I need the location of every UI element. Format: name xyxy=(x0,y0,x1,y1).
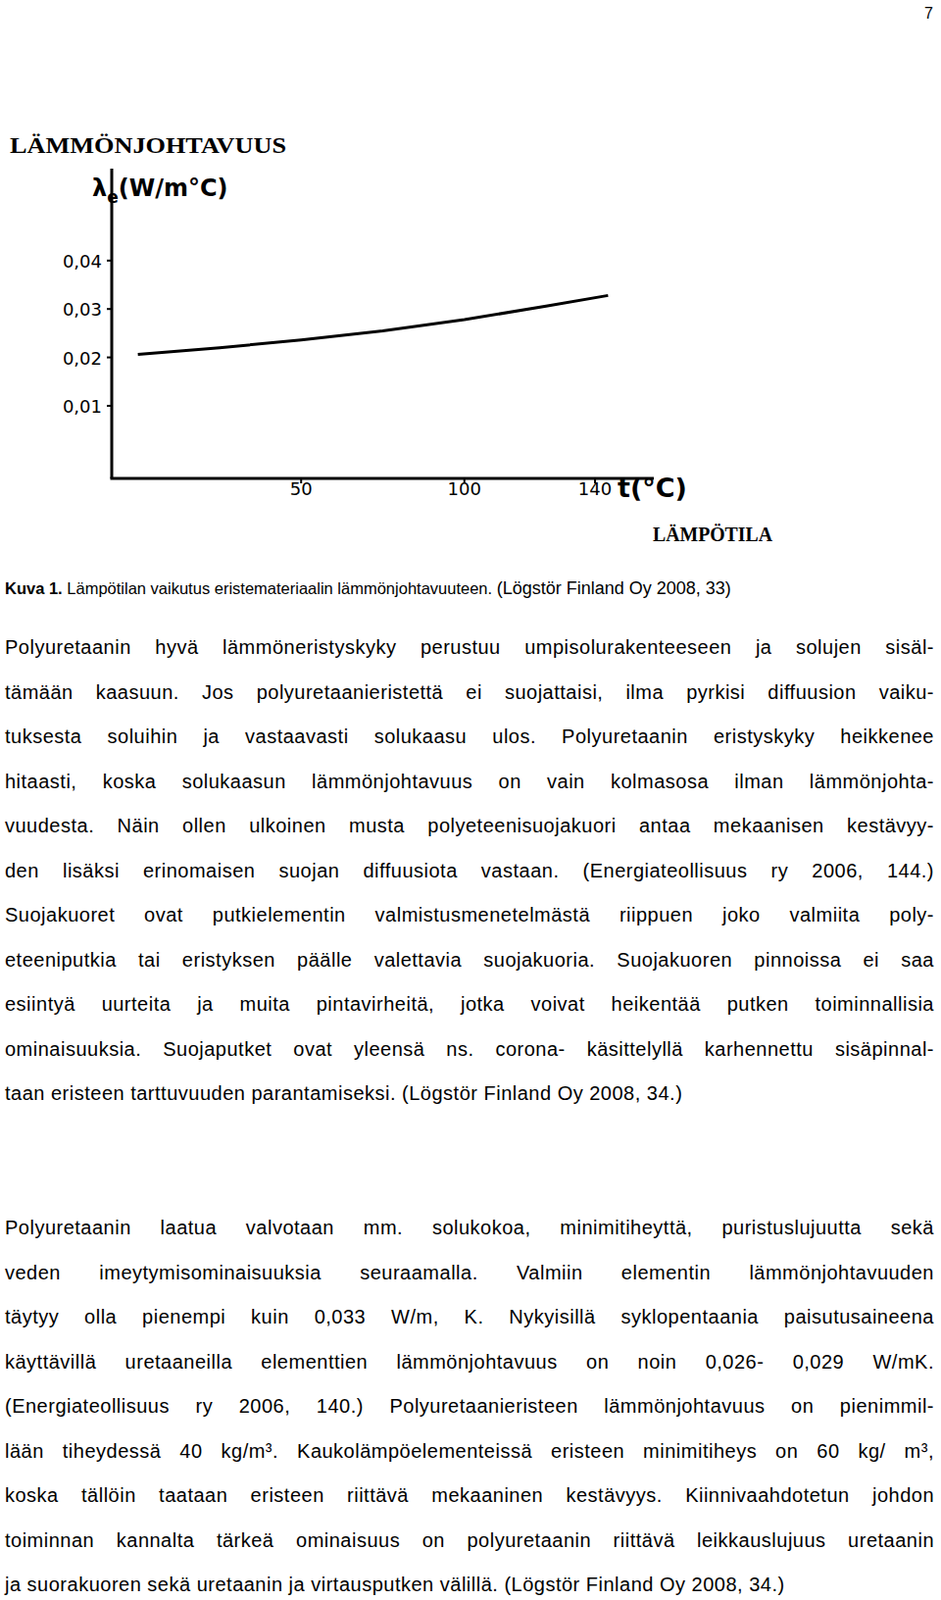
body-text-line: hitaasti, koska solukaasun lämmönjohtavu… xyxy=(4,771,935,792)
y-tick xyxy=(106,307,112,310)
body-text-line: taan eristeen tarttuvuuden parantamiseks… xyxy=(4,1083,935,1103)
x-axis-line xyxy=(110,477,655,481)
y-axis-label-part: (W/m°C) xyxy=(118,174,229,202)
y-tick xyxy=(106,404,112,407)
body-text-line: koska tällöin taataan eristeen riittävä … xyxy=(4,1485,935,1505)
body-text-line: käyttävillä uretaaneilla elementtien läm… xyxy=(4,1351,935,1372)
body-text-line: (Energiateollisuus ry 2006, 140.) Polyur… xyxy=(4,1395,935,1416)
body-text-line: Polyuretaanin hyvä lämmöneristyskyky per… xyxy=(4,637,935,657)
x-tick-label: 100 xyxy=(447,478,482,499)
caption-label: Kuva 1. xyxy=(4,579,63,597)
body-text-line: täytyy olla pienempi kuin 0,033 W/m, K. … xyxy=(4,1306,935,1327)
figure-caption: Kuva 1. Lämpötilan vaikutus eristemateri… xyxy=(4,580,732,597)
chart: LÄMMÖNJOHTAVUUSλe(W/m°C)0,010,020,030,04… xyxy=(0,0,941,569)
y-axis-label-part: λ xyxy=(92,174,107,202)
caption-text: Lämpötilan vaikutus eristemateriaalin lä… xyxy=(66,579,493,597)
x-tick-label: 140 xyxy=(578,478,612,499)
body-text-line: Polyuretaanin laatua valvotaan mm. soluk… xyxy=(4,1217,935,1238)
plot-area xyxy=(138,295,609,354)
caption-source: (Lögstör Finland Oy 2008, 33) xyxy=(496,578,732,598)
body-text-line: ja suorakuoren sekä uretaanin ja virtaus… xyxy=(4,1574,935,1594)
body-text-line: Suojakuoret ovat putkielementin valmistu… xyxy=(4,904,935,925)
y-tick-label: 0,03 xyxy=(62,298,102,320)
x-axis-title: LÄMPÖTILA xyxy=(652,523,774,545)
y-tick-label: 0,02 xyxy=(62,347,102,369)
y-tick xyxy=(106,259,112,262)
x-axis-label: t(°C) xyxy=(617,472,688,503)
body-text-line: den lisäksi erinomaisen suojan diffuusio… xyxy=(4,860,935,881)
body-text-line: tämään kaasuun. Jos polyuretaanieristett… xyxy=(4,682,935,702)
x-tick-label: 50 xyxy=(290,478,313,499)
body-text-line: esiintyä uurteita ja muita pintavirheitä… xyxy=(4,993,935,1014)
body-text-line: lään tiheydessä 40 kg/m³. Kaukolämpöelem… xyxy=(4,1440,935,1461)
y-axis-line xyxy=(110,168,114,479)
page-number: 7 xyxy=(924,5,934,22)
page: 7LÄMMÖNJOHTAVUUSλe(W/m°C)0,010,020,030,0… xyxy=(0,0,941,1600)
chart-title: LÄMMÖNJOHTAVUUS xyxy=(9,133,287,158)
body-text-line: ominaisuuksia. Suojaputket ovat yleensä … xyxy=(4,1039,935,1059)
body-text-line: eteeniputkia tai eristyksen päälle valet… xyxy=(4,949,935,970)
body-text-line: toiminnan kannalta tärkeä ominaisuus on … xyxy=(4,1530,935,1550)
body-text-line: veden imeytymisominaisuuksia seuraamalla… xyxy=(4,1262,935,1283)
body-text-line: vuudesta. Näin ollen ulkoinen musta poly… xyxy=(4,815,935,836)
y-tick xyxy=(106,356,112,359)
y-tick-label: 0,04 xyxy=(62,250,102,272)
data-line xyxy=(138,295,609,354)
y-tick-label: 0,01 xyxy=(62,396,102,417)
body-text-line: tuksesta soluihin ja vastaavasti solukaa… xyxy=(4,726,935,746)
